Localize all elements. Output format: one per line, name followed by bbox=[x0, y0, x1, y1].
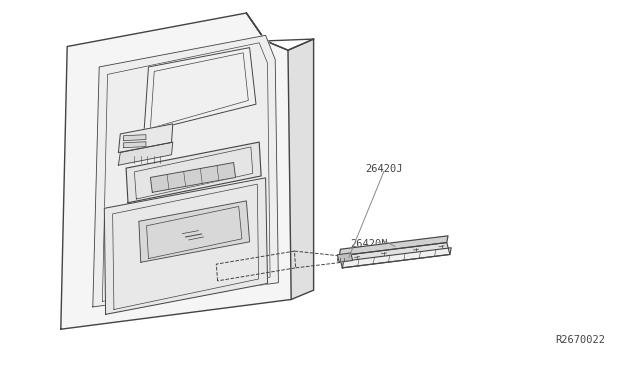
Polygon shape bbox=[126, 142, 261, 203]
Text: R2670022: R2670022 bbox=[555, 336, 605, 345]
Polygon shape bbox=[339, 236, 448, 256]
Polygon shape bbox=[93, 35, 278, 307]
Polygon shape bbox=[118, 142, 173, 165]
Text: 26420N: 26420N bbox=[351, 239, 388, 248]
Polygon shape bbox=[337, 253, 353, 262]
Polygon shape bbox=[61, 13, 291, 329]
Polygon shape bbox=[342, 248, 451, 268]
Text: 26420J: 26420J bbox=[365, 164, 403, 174]
Polygon shape bbox=[339, 243, 450, 268]
Polygon shape bbox=[104, 178, 268, 314]
Polygon shape bbox=[124, 135, 146, 141]
Polygon shape bbox=[118, 124, 173, 153]
Polygon shape bbox=[288, 39, 314, 299]
Polygon shape bbox=[150, 163, 236, 192]
Polygon shape bbox=[139, 201, 250, 262]
Polygon shape bbox=[144, 48, 256, 132]
Polygon shape bbox=[124, 142, 146, 148]
